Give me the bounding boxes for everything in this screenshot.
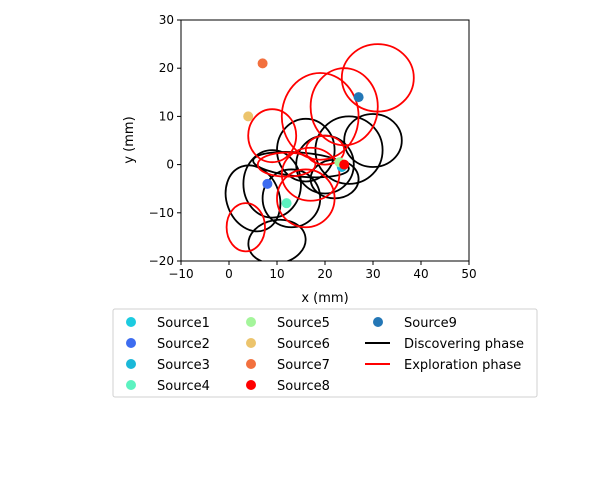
discovering-phase-path xyxy=(276,117,336,183)
exploration-phase-path xyxy=(276,168,336,229)
discovering-phase-path xyxy=(252,150,350,179)
x-tick-label: 20 xyxy=(317,267,332,281)
exploration-phase-path xyxy=(225,202,266,253)
x-tick-label: 40 xyxy=(413,267,428,281)
y-tick-label: 20 xyxy=(159,61,174,75)
legend-label: Source9 xyxy=(404,316,457,331)
discovering-phase-path xyxy=(261,168,322,229)
discovering-phase-path xyxy=(343,113,403,168)
legend-marker-source8 xyxy=(246,380,256,390)
legend-label: Source5 xyxy=(277,316,330,331)
legend-marker-source6 xyxy=(246,338,256,348)
legend-label: Exploration phase xyxy=(404,358,521,373)
x-tick-label: 30 xyxy=(365,267,380,281)
y-tick-label: −10 xyxy=(149,206,174,220)
y-axis-label: y (mm) xyxy=(122,116,137,163)
y-tick-label: 0 xyxy=(166,158,174,172)
y-tick-label: −20 xyxy=(149,254,174,268)
exploration-phase-path xyxy=(256,151,317,178)
exploration-phase-path xyxy=(309,67,379,147)
legend-marker-source7 xyxy=(246,359,256,369)
legend-label: Discovering phase xyxy=(404,337,524,352)
legend-marker-source3 xyxy=(126,359,136,369)
x-tick-label: 10 xyxy=(269,267,284,281)
source7-marker xyxy=(257,58,268,69)
legend: Source1 Source2 Source3 Source4 Source5 Sourc… xyxy=(112,308,538,398)
legend-marker-source9 xyxy=(373,317,383,327)
legend-marker-source4 xyxy=(126,380,136,390)
exploration-phase-path xyxy=(304,134,346,166)
legend-marker-source2 xyxy=(126,338,136,348)
discovering-phase-path xyxy=(314,115,384,185)
plot-frame xyxy=(180,19,470,262)
y-axis: −20 −10 0 10 20 30 xyxy=(149,13,181,268)
source8-marker xyxy=(339,159,350,170)
exploration-phase-path xyxy=(280,146,341,202)
discovering-phase-path xyxy=(242,149,302,219)
x-tick-label: 50 xyxy=(461,267,476,281)
source4-marker xyxy=(281,198,292,209)
source6-marker xyxy=(243,111,254,122)
legend-label: Source8 xyxy=(277,379,330,394)
exploration-phase-path xyxy=(280,72,360,161)
legend-label: Source6 xyxy=(277,337,330,352)
legend-label: Source2 xyxy=(157,337,210,352)
legend-label: Source7 xyxy=(277,358,330,373)
source9-marker xyxy=(353,92,364,103)
x-axis-label: x (mm) xyxy=(301,291,348,306)
y-tick-label: 10 xyxy=(159,109,174,123)
discovering-phase-path xyxy=(224,164,282,233)
exploration-phase-path xyxy=(247,108,298,164)
legend-marker-source5 xyxy=(246,317,256,327)
y-tick-label: 30 xyxy=(159,13,174,27)
legend-label: Source3 xyxy=(157,358,210,373)
plot-area xyxy=(180,19,470,262)
legend-frame xyxy=(112,308,538,398)
legend-marker-source1 xyxy=(126,317,136,327)
x-tick-label: −10 xyxy=(168,267,193,281)
source2-marker xyxy=(262,178,273,189)
x-tick-label: 0 xyxy=(225,267,233,281)
legend-label: Source1 xyxy=(157,316,210,331)
legend-label: Source4 xyxy=(157,379,210,394)
x-axis: −10 0 10 20 30 40 50 xyxy=(168,261,477,281)
